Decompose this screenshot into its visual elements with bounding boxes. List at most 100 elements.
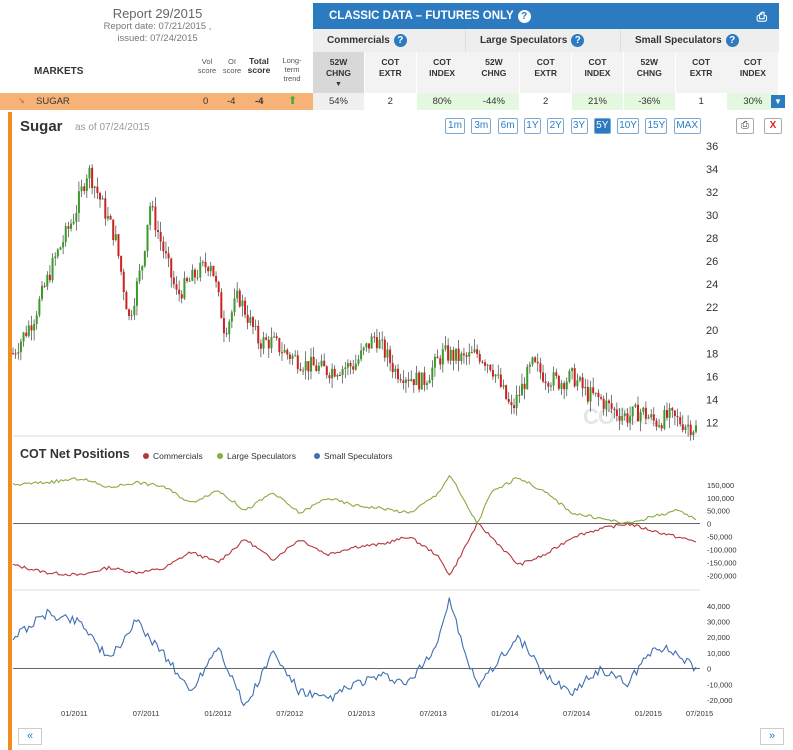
range-button[interactable]: 1m — [445, 118, 465, 134]
price-candle — [199, 262, 202, 278]
price-candle — [175, 284, 178, 290]
column-header[interactable]: COT INDEX — [416, 52, 468, 93]
price-candle — [241, 300, 244, 307]
column-header[interactable]: 52W CHNG ▼ — [313, 52, 364, 93]
price-candle — [607, 400, 610, 404]
column-header[interactable]: COT INDEX — [727, 52, 779, 93]
range-button[interactable]: 3Y — [570, 118, 588, 134]
long-term-trend-head[interactable]: Long-term trend — [282, 56, 302, 83]
price-candle — [17, 352, 20, 354]
small-y-tick: 30,000 — [707, 618, 730, 627]
price-candle — [180, 294, 183, 299]
price-candle — [391, 363, 394, 373]
commercials-series-line — [12, 522, 697, 577]
next-button[interactable]: » — [760, 728, 784, 745]
range-button[interactable]: 10Y — [617, 118, 640, 134]
price-candle — [552, 372, 555, 386]
price-candle — [193, 269, 196, 278]
price-candle — [143, 251, 146, 266]
price-candle — [423, 372, 426, 385]
cot-y-tick: -50,000 — [707, 533, 732, 542]
price-candle — [507, 398, 510, 403]
help-icon[interactable]: ? — [571, 34, 585, 47]
price-y-tick: 18 — [706, 348, 718, 360]
x-axis-tick: 07/2015 — [686, 709, 713, 718]
price-candle — [135, 281, 138, 306]
price-candle — [220, 292, 223, 319]
help-icon[interactable]: ? — [517, 9, 531, 23]
price-candle — [576, 380, 579, 387]
price-candle — [304, 361, 307, 371]
column-header[interactable]: COT INDEX — [572, 52, 623, 93]
price-candle — [642, 407, 645, 412]
price-candle — [489, 364, 492, 371]
price-candle — [623, 413, 626, 417]
chevron-down-icon[interactable]: ▼ — [771, 95, 785, 108]
legend-large-speculators[interactable]: Large Speculators — [217, 451, 296, 461]
range-button[interactable]: 15Y — [645, 118, 668, 134]
price-candle — [67, 226, 70, 229]
price-candle — [249, 317, 252, 323]
price-candle — [14, 353, 17, 355]
legend-commercials[interactable]: Commercials — [143, 451, 203, 461]
price-candle — [386, 349, 389, 358]
help-icon[interactable]: ? — [393, 34, 407, 47]
prev-button[interactable]: « — [18, 728, 42, 745]
price-candle — [644, 407, 647, 419]
range-button[interactable]: 5Y — [593, 118, 611, 134]
total-score-head[interactable]: Total score — [247, 56, 271, 75]
x-axis-tick: 01/2015 — [635, 709, 662, 718]
price-candle — [35, 315, 38, 324]
help-icon[interactable]: ? — [725, 34, 739, 47]
oi-score-head[interactable]: OI score — [222, 57, 242, 75]
print-icon[interactable]: ⎙ — [756, 9, 767, 24]
price-candle — [354, 363, 357, 370]
close-button[interactable]: X — [764, 118, 782, 134]
print-icon[interactable]: ⎙ — [736, 118, 754, 134]
price-candle — [539, 363, 542, 373]
small-y-tick: 40,000 — [707, 602, 730, 611]
vol-score-head[interactable]: Vol score — [197, 57, 217, 75]
price-candle — [204, 261, 207, 268]
price-candle — [565, 381, 568, 390]
price-candle — [112, 219, 115, 241]
column-header[interactable]: 52W CHNG — [468, 52, 520, 93]
row-value-cell: 2 — [520, 93, 572, 110]
price-candle — [162, 241, 165, 252]
column-header[interactable]: COT EXTR — [520, 52, 572, 93]
classic-data-header: CLASSIC DATA – FUTURES ONLY ? ⎙ — [313, 3, 779, 29]
price-candle — [418, 372, 421, 390]
price-candle — [77, 191, 80, 214]
price-candle — [233, 298, 236, 313]
price-candle — [238, 290, 241, 307]
market-row-sugar[interactable]: ↘ SUGAR 0 -4 -4 ⬆ — [0, 93, 313, 110]
price-candle — [133, 305, 136, 316]
price-candle — [383, 339, 386, 358]
legend-dot — [314, 453, 320, 459]
price-candle — [404, 379, 407, 384]
price-candle — [64, 226, 67, 243]
range-button[interactable]: 3m — [471, 118, 492, 134]
column-header[interactable]: COT EXTR — [675, 52, 727, 93]
column-header-line: EXTR — [378, 68, 402, 78]
price-candle — [462, 353, 465, 356]
report-issued: issued: 07/24/2015 — [117, 33, 198, 44]
vol-score: 0 — [203, 96, 209, 107]
range-button[interactable]: 1Y — [523, 118, 541, 134]
markets-label: MARKETS — [34, 66, 84, 77]
market-name[interactable]: SUGAR — [36, 96, 70, 107]
column-header[interactable]: COT EXTR — [364, 52, 416, 93]
price-candle — [476, 349, 479, 354]
price-candle — [72, 221, 75, 224]
range-button[interactable]: 2Y — [547, 118, 565, 134]
price-candle — [170, 258, 173, 278]
price-candle — [80, 186, 83, 192]
column-header[interactable]: 52W CHNG — [623, 52, 675, 93]
price-y-tick: 34 — [706, 164, 718, 176]
legend-small-speculators[interactable]: Small Speculators — [314, 451, 393, 461]
price-y-tick: 36 — [706, 141, 718, 153]
price-candle — [336, 375, 339, 377]
range-button[interactable]: MAX — [673, 118, 701, 134]
range-button[interactable]: 6m — [497, 118, 518, 134]
